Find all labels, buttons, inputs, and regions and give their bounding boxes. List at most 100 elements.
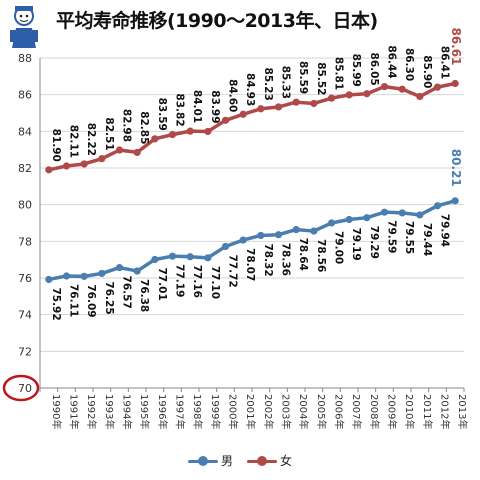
x-tick-label: 2010年 xyxy=(403,394,416,429)
data-label: 86.30 xyxy=(403,48,415,81)
x-tick-label: 2008年 xyxy=(368,394,381,429)
y-tick-label: 88 xyxy=(18,52,32,65)
data-label: 79.55 xyxy=(403,221,415,254)
data-point xyxy=(133,267,141,275)
y-tick-label: 78 xyxy=(18,235,32,248)
data-label: 79.29 xyxy=(368,226,380,259)
x-tick-label: 2009年 xyxy=(386,394,399,429)
legend-item-male[interactable]: 男 xyxy=(188,452,233,469)
data-label: 78.07 xyxy=(244,248,256,281)
x-tick-label: 1992年 xyxy=(85,394,98,429)
data-label: 85.23 xyxy=(262,68,274,101)
axis-highlight-circle xyxy=(2,374,40,402)
legend-swatch-female xyxy=(247,455,278,467)
data-point xyxy=(327,219,336,227)
data-point xyxy=(363,214,371,222)
data-label: 85.81 xyxy=(333,57,345,90)
data-label: 82.98 xyxy=(121,109,133,142)
data-label: 79.59 xyxy=(386,220,398,253)
data-point xyxy=(310,99,318,108)
data-point xyxy=(98,269,106,278)
x-tick-label: 1996年 xyxy=(156,394,169,429)
data-label: 84.93 xyxy=(244,73,256,106)
data-point xyxy=(239,110,247,118)
data-point xyxy=(398,85,406,93)
legend-item-female[interactable]: 女 xyxy=(247,452,292,469)
data-label: 79.94 xyxy=(439,214,451,247)
y-tick-label: 82 xyxy=(18,162,32,175)
data-point xyxy=(345,215,353,224)
data-label: 83.82 xyxy=(174,93,186,126)
grid-layer xyxy=(40,57,464,389)
data-label: 86.41 xyxy=(439,46,451,79)
data-point xyxy=(345,91,353,99)
mascot-icon xyxy=(10,6,38,48)
data-point xyxy=(380,208,389,216)
axis-layer: 70 72 74 76 78 80 82 84 86 88 1990年 1991年 1992年 1993年… xyxy=(2,52,469,429)
legend-label-female: 女 xyxy=(280,454,293,468)
data-label: 85.33 xyxy=(280,66,292,99)
data-point xyxy=(151,255,159,264)
data-label: 85.52 xyxy=(315,62,327,95)
data-label: 76.38 xyxy=(138,279,150,312)
y-tick-label: 76 xyxy=(18,272,32,285)
data-point xyxy=(98,155,106,163)
data-point xyxy=(257,105,265,113)
data-label: 82.22 xyxy=(85,123,97,156)
x-tick-label: 2004年 xyxy=(297,394,310,429)
data-point xyxy=(274,103,283,111)
data-label: 85.99 xyxy=(350,54,362,87)
data-point xyxy=(451,79,459,88)
data-label: 79.44 xyxy=(421,223,433,256)
x-tick-label: 1997年 xyxy=(174,394,187,429)
y-tick-label: 86 xyxy=(18,89,32,102)
data-label: 77.01 xyxy=(156,267,168,300)
data-label: 79.19 xyxy=(350,228,362,261)
data-label: 75.92 xyxy=(50,287,62,320)
data-label: 77.72 xyxy=(226,254,238,287)
data-label: 76.09 xyxy=(85,284,97,317)
x-tick-label: 1999年 xyxy=(209,394,222,429)
data-label: 77.19 xyxy=(174,264,186,297)
data-label: 85.59 xyxy=(297,61,309,94)
data-label: 76.25 xyxy=(103,281,115,314)
x-tick-label: 2013年 xyxy=(456,394,469,429)
data-point xyxy=(292,98,300,106)
data-point xyxy=(168,131,177,139)
x-tick-label: 2005年 xyxy=(315,394,328,429)
data-point xyxy=(62,272,71,280)
series-layer xyxy=(45,79,459,284)
data-point xyxy=(327,94,336,102)
data-label: 78.36 xyxy=(280,243,292,276)
x-tick-label: 2012年 xyxy=(439,394,452,429)
data-label: 77.16 xyxy=(191,265,203,298)
data-label: 84.60 xyxy=(227,79,239,112)
data-point xyxy=(133,148,141,157)
data-point xyxy=(380,83,389,91)
data-point xyxy=(80,160,88,168)
data-point xyxy=(186,127,194,135)
data-point xyxy=(398,209,406,217)
data-point xyxy=(433,202,442,210)
x-tick-label: 1991年 xyxy=(68,394,81,429)
data-point xyxy=(168,252,177,260)
x-tick-label: 2003年 xyxy=(280,394,293,429)
data-point xyxy=(204,127,212,136)
data-point xyxy=(257,231,265,240)
data-label: 83.59 xyxy=(156,98,168,131)
data-point xyxy=(45,275,53,284)
x-tick-label: 2002年 xyxy=(262,394,275,429)
data-label: 82.51 xyxy=(103,117,115,150)
data-point xyxy=(363,90,371,98)
data-point xyxy=(451,197,459,205)
data-point xyxy=(186,253,194,261)
data-point xyxy=(221,242,230,251)
data-label: 76.57 xyxy=(121,276,133,309)
y-tick-label: 72 xyxy=(18,345,32,358)
data-label: 78.64 xyxy=(297,238,309,271)
x-tick-label: 2006年 xyxy=(333,394,346,429)
x-tick-label: 1998年 xyxy=(191,394,204,429)
legend-label-male: 男 xyxy=(221,454,234,468)
y-tick-label: 70 xyxy=(18,382,32,395)
x-tick-label: 2001年 xyxy=(244,394,257,429)
